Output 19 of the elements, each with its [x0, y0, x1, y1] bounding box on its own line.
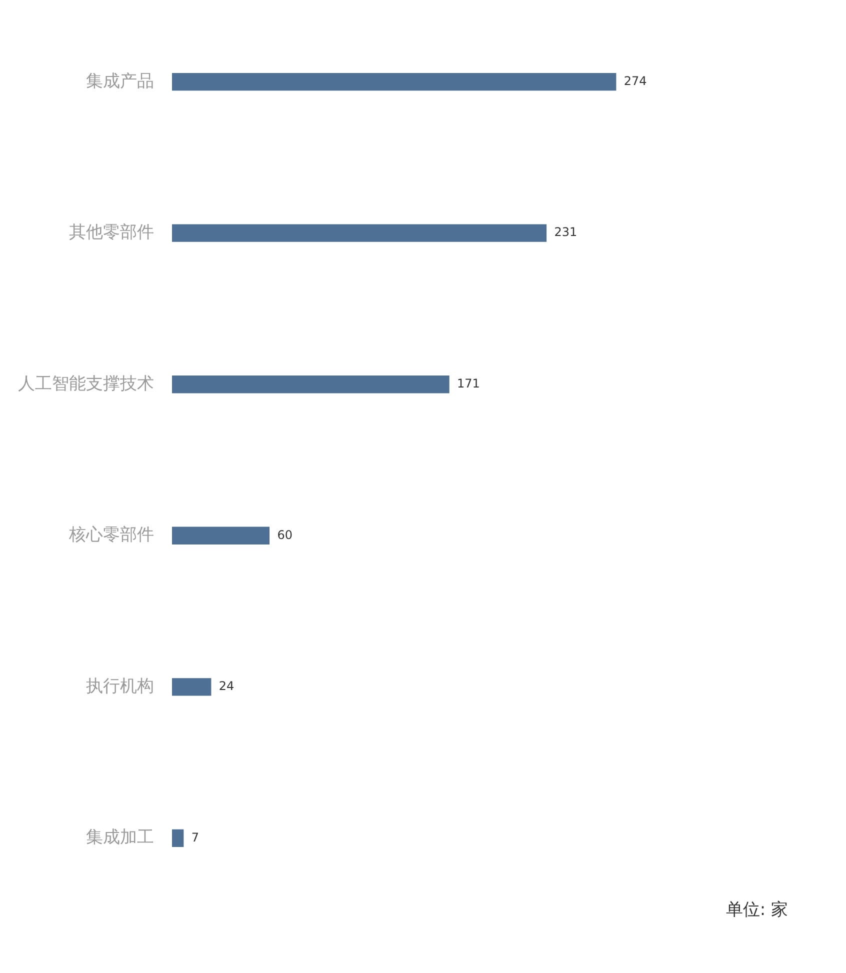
bar [172, 224, 547, 242]
y-tick-label: 其他零部件 [69, 222, 154, 243]
y-tick-label: 执行机构 [86, 676, 154, 696]
text: 单位: 家 [726, 899, 788, 921]
bar [172, 829, 184, 847]
data-label: 231 [554, 225, 578, 240]
y-tick-label: 集成产品 [86, 71, 154, 92]
y-tick-label: 人工智能支撑技术 [18, 374, 154, 394]
bar [172, 678, 212, 696]
bar [172, 526, 270, 544]
data-label: 60 [277, 528, 292, 542]
y-tick-label: 核心零部件 [68, 525, 154, 546]
bar [172, 376, 450, 394]
data-label: 171 [457, 376, 480, 390]
y-tick-label: 集成加工 [86, 828, 154, 848]
data-label: 24 [218, 679, 234, 694]
bar [172, 73, 616, 91]
data-label: 274 [624, 74, 647, 88]
data-label: 7 [191, 830, 199, 844]
